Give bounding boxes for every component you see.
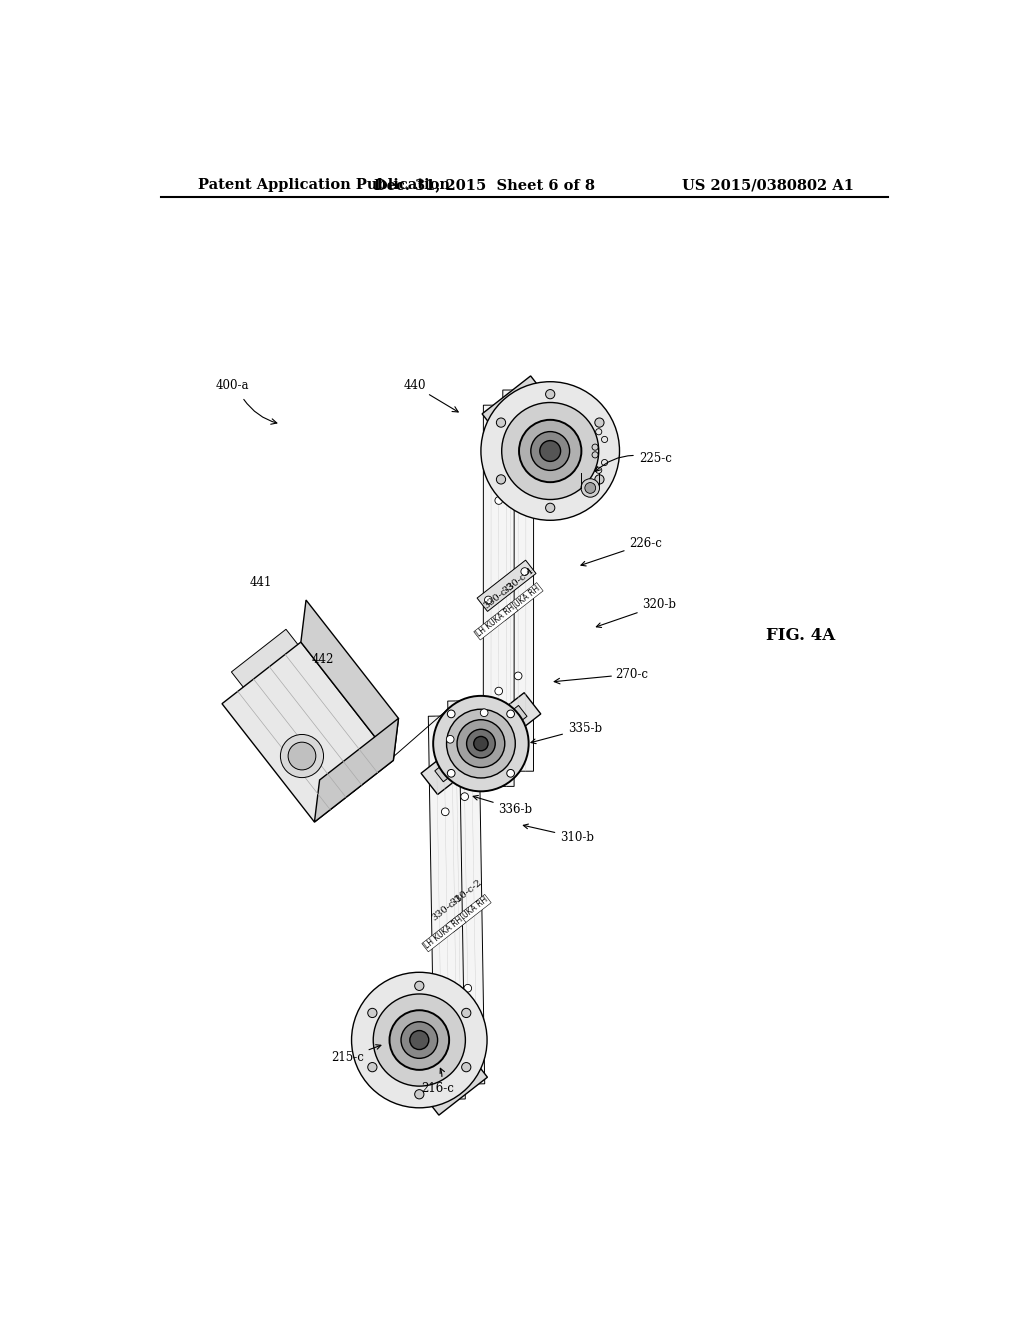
Text: 330-c-3: 330-c-3 <box>481 581 516 611</box>
Circle shape <box>507 710 514 718</box>
Circle shape <box>481 381 620 520</box>
Text: 310-b: 310-b <box>523 824 594 843</box>
Polygon shape <box>421 693 541 795</box>
Circle shape <box>462 1008 471 1018</box>
Circle shape <box>585 483 596 494</box>
Text: 330-c-4: 330-c-4 <box>501 566 536 595</box>
Circle shape <box>462 1063 471 1072</box>
Circle shape <box>373 994 465 1086</box>
Text: 226-c: 226-c <box>581 537 663 566</box>
Polygon shape <box>314 718 398 822</box>
Circle shape <box>514 672 522 680</box>
Circle shape <box>546 503 555 512</box>
Circle shape <box>595 475 604 484</box>
Text: 336-b: 336-b <box>473 796 532 816</box>
Circle shape <box>495 688 503 694</box>
Text: 320-b: 320-b <box>596 598 677 627</box>
Circle shape <box>415 1089 424 1098</box>
Circle shape <box>446 735 454 743</box>
Circle shape <box>389 1010 450 1071</box>
Circle shape <box>497 475 506 484</box>
Circle shape <box>444 999 453 1007</box>
Circle shape <box>474 737 488 751</box>
Text: 330-c-2: 330-c-2 <box>449 878 483 907</box>
Text: 440: 440 <box>403 379 426 392</box>
Circle shape <box>484 597 493 603</box>
Circle shape <box>497 418 506 428</box>
Circle shape <box>530 432 569 470</box>
Polygon shape <box>482 376 543 429</box>
Text: 225-c: 225-c <box>596 453 672 471</box>
Text: 215-c: 215-c <box>331 1044 381 1064</box>
Circle shape <box>480 709 488 717</box>
Circle shape <box>502 403 599 499</box>
Text: LH KUKA RH: LH KUKA RH <box>449 895 490 931</box>
Circle shape <box>401 1022 437 1059</box>
Text: US 2015/0380802 A1: US 2015/0380802 A1 <box>682 178 854 193</box>
Circle shape <box>540 441 560 462</box>
Circle shape <box>351 973 487 1107</box>
Text: LH KUKA RH: LH KUKA RH <box>500 583 542 619</box>
Text: 442: 442 <box>311 653 334 665</box>
Circle shape <box>521 568 528 576</box>
Polygon shape <box>503 389 534 771</box>
Text: LH KUKA RH: LH KUKA RH <box>423 915 465 950</box>
Polygon shape <box>477 560 536 611</box>
Polygon shape <box>483 405 514 787</box>
Circle shape <box>441 808 450 816</box>
Text: LH KUKA RH: LH KUKA RH <box>475 603 517 639</box>
Circle shape <box>281 734 324 777</box>
Polygon shape <box>427 1063 487 1115</box>
Text: 335-b: 335-b <box>531 722 602 743</box>
Circle shape <box>595 418 604 428</box>
Circle shape <box>368 1063 377 1072</box>
Circle shape <box>368 1008 377 1018</box>
Text: Dec. 31, 2015  Sheet 6 of 8: Dec. 31, 2015 Sheet 6 of 8 <box>374 178 595 193</box>
Text: 441: 441 <box>250 576 272 589</box>
Polygon shape <box>301 601 398 760</box>
Circle shape <box>546 389 555 399</box>
Circle shape <box>446 709 515 777</box>
Polygon shape <box>222 642 393 822</box>
Text: Patent Application Publication: Patent Application Publication <box>199 178 451 193</box>
Text: 270-c: 270-c <box>615 668 648 681</box>
Circle shape <box>514 482 522 490</box>
Circle shape <box>495 496 503 504</box>
Polygon shape <box>447 701 484 1084</box>
Text: FIG. 4A: FIG. 4A <box>766 627 836 644</box>
Circle shape <box>410 1031 429 1049</box>
Circle shape <box>581 479 599 498</box>
Text: 400-a: 400-a <box>215 379 249 392</box>
Circle shape <box>447 770 455 777</box>
Circle shape <box>467 729 496 758</box>
Circle shape <box>507 770 514 777</box>
Circle shape <box>433 696 528 792</box>
Circle shape <box>464 985 472 993</box>
Polygon shape <box>231 630 309 702</box>
Circle shape <box>461 793 469 800</box>
Text: 330-c-1: 330-c-1 <box>429 892 464 923</box>
Text: 216-c: 216-c <box>422 1068 455 1096</box>
Circle shape <box>519 420 582 482</box>
Circle shape <box>447 710 455 718</box>
Polygon shape <box>428 715 465 1100</box>
Circle shape <box>415 981 424 990</box>
Circle shape <box>457 719 505 767</box>
Polygon shape <box>502 705 527 730</box>
Polygon shape <box>439 701 496 751</box>
Polygon shape <box>435 758 461 781</box>
Circle shape <box>288 742 315 770</box>
